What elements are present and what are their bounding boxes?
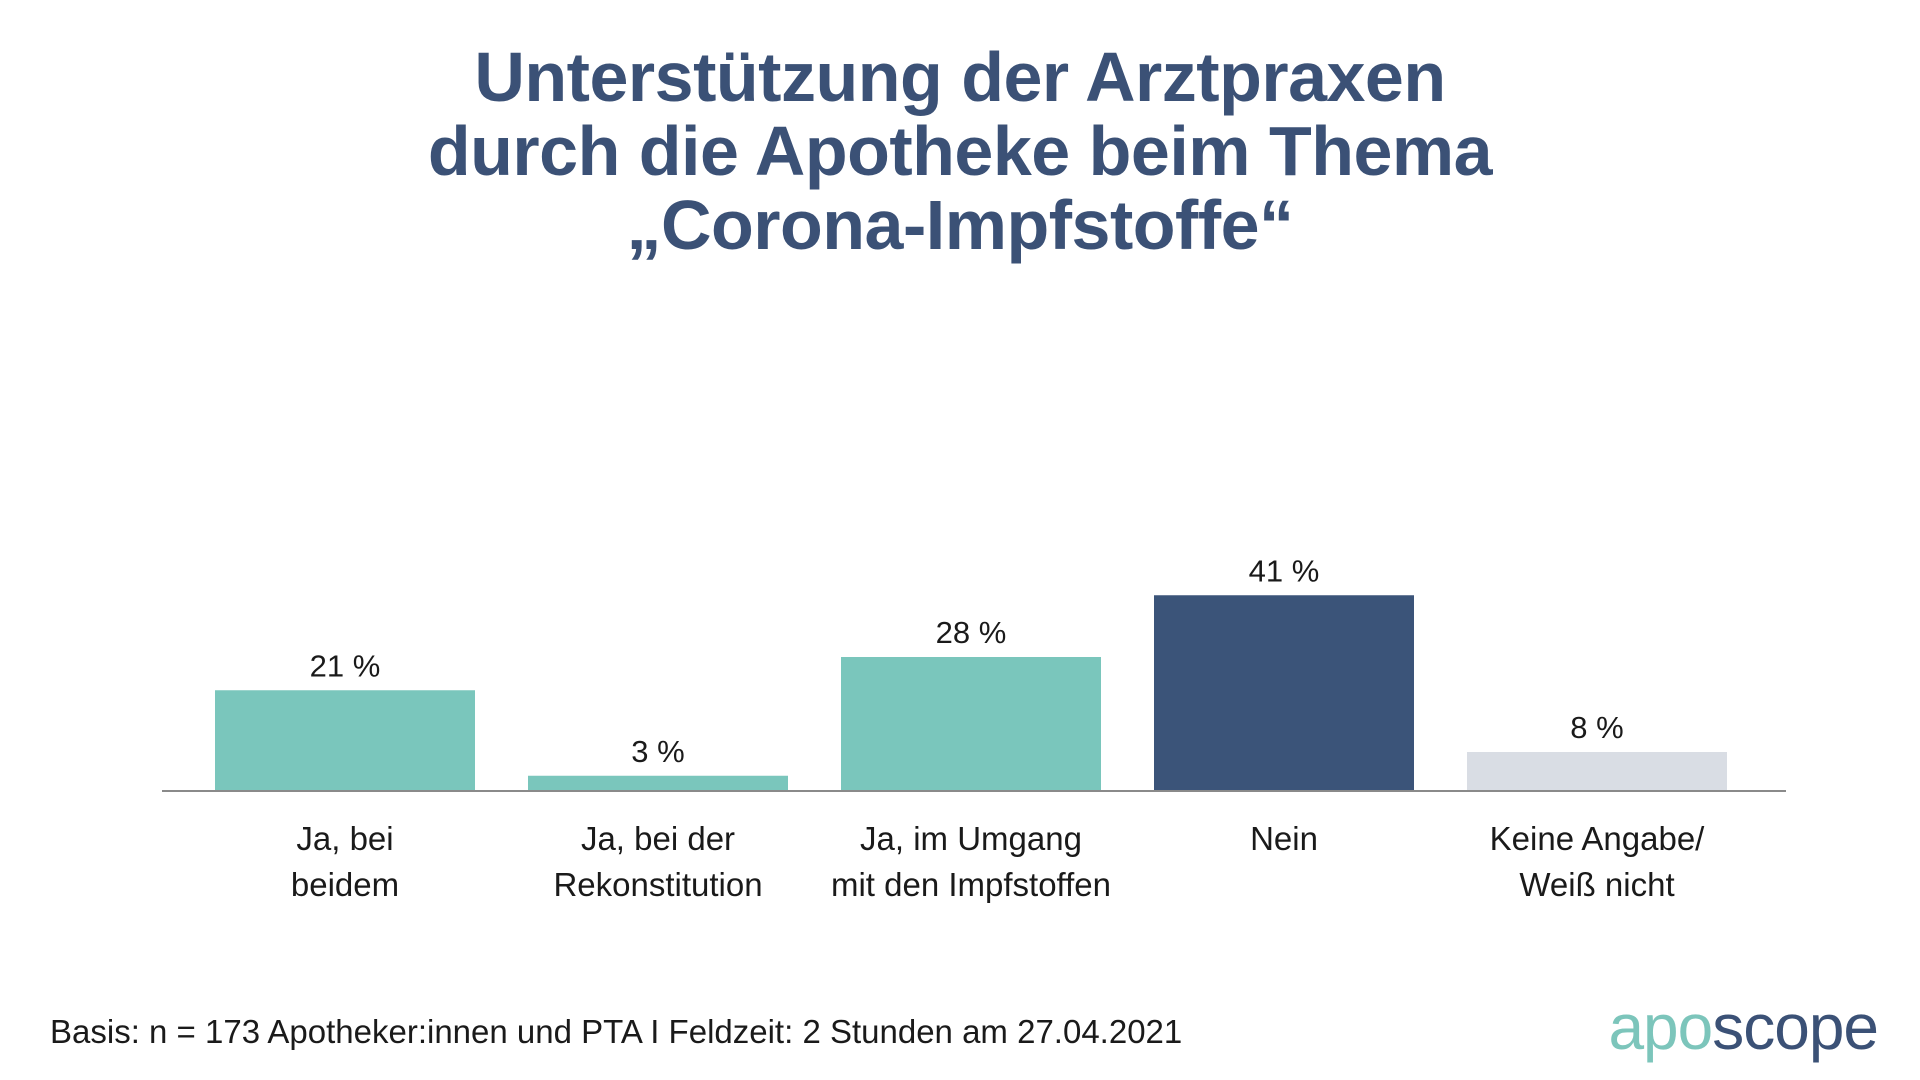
- bar-3: [841, 657, 1101, 790]
- category-label-1-line-1: Ja, bei: [296, 820, 393, 857]
- category-label-4-line-1: Nein: [1250, 820, 1318, 857]
- value-label-3: 28 %: [936, 615, 1007, 650]
- footnote: Basis: n = 173 Apotheker:innen und PTA I…: [50, 1013, 1183, 1050]
- value-labels-group: 21 % 3 % 28 % 41 % 8 %: [310, 553, 1624, 769]
- bar-1: [215, 690, 475, 790]
- chart-title-line-3: „Corona-Impfstoffe“: [626, 186, 1294, 264]
- value-label-1: 21 %: [310, 648, 381, 683]
- bars-group: [215, 595, 1727, 790]
- bar-5: [1467, 752, 1727, 790]
- category-label-2-line-1: Ja, bei der: [581, 820, 735, 857]
- chart-title: Unterstützung der Arztpraxen durch die A…: [0, 40, 1920, 262]
- value-label-4: 41 %: [1249, 553, 1320, 588]
- bar-4: [1154, 595, 1414, 790]
- chart-title-line-1: Unterstützung der Arztpraxen: [474, 38, 1446, 116]
- category-label-3-line-2: mit den Impfstoffen: [831, 866, 1111, 903]
- category-label-5-line-1: Keine Angabe/: [1490, 820, 1706, 857]
- bar-2: [528, 775, 788, 790]
- value-label-2: 3 %: [631, 734, 684, 769]
- logo-part-apo: apo: [1608, 991, 1713, 1063]
- logo-part-scope: scope: [1712, 991, 1879, 1063]
- category-label-1-line-2: beidem: [291, 866, 399, 903]
- category-labels-group: Ja, bei beidem Ja, bei der Rekonstitution Ja…: [291, 820, 1705, 903]
- category-label-5-line-2: Weiß nicht: [1519, 866, 1674, 903]
- value-label-5: 8 %: [1570, 710, 1623, 745]
- category-label-2-line-2: Rekonstitution: [553, 866, 762, 903]
- chart-title-line-2: durch die Apotheke beim Thema: [427, 112, 1493, 190]
- aposcope-logo: aposcope: [1608, 990, 1879, 1064]
- category-label-3-line-1: Ja, im Umgang: [860, 820, 1082, 857]
